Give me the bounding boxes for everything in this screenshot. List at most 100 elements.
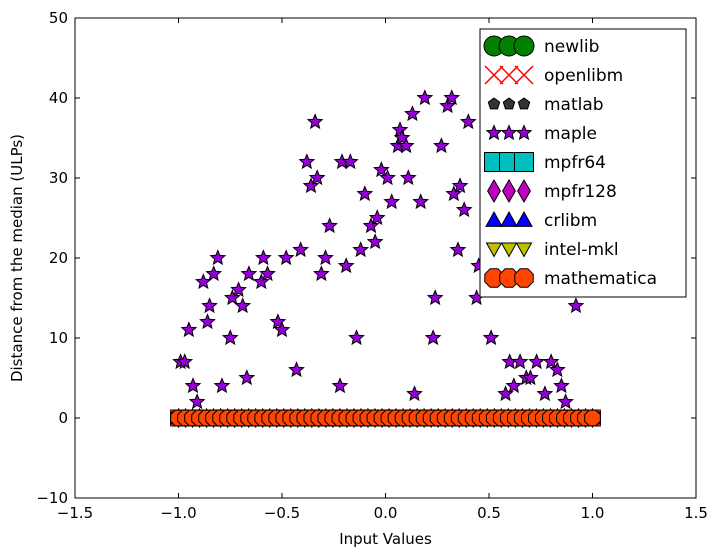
maple-series — [172, 89, 585, 410]
legend-matlab-marker — [517, 97, 531, 110]
legend-crlibm-marker — [500, 210, 518, 227]
maple-point — [433, 137, 450, 154]
maple-point — [372, 161, 390, 178]
maple-point — [352, 241, 370, 258]
maple-point — [205, 265, 223, 282]
maple-point — [505, 377, 523, 394]
maple-point — [223, 289, 241, 306]
maple-point — [312, 265, 330, 282]
maple-point — [443, 89, 461, 106]
legend-intel-mkl-marker — [485, 242, 503, 258]
legend-newlib-marker — [513, 35, 535, 57]
legend-intel-mkl-marker — [515, 242, 533, 258]
y-axis-label: Distance from the median (ULPs) — [8, 134, 26, 382]
maple-point — [439, 97, 456, 114]
maple-point — [399, 169, 417, 186]
maple-point — [255, 249, 272, 266]
legend-entry-mpfr128: mpfr128 — [487, 178, 617, 204]
maple-point — [252, 273, 270, 290]
maple-point — [240, 265, 258, 282]
maple-point — [445, 185, 463, 202]
legend-label-mpfr128: mpfr128 — [544, 182, 617, 202]
maple-point — [317, 249, 334, 266]
y-tick-label: 30 — [49, 169, 68, 187]
maple-point — [528, 353, 545, 370]
legend-matlab-marker — [487, 97, 501, 110]
x-tick-label: −1.5 — [57, 504, 93, 522]
maple-point — [451, 177, 469, 194]
x-tick-label: 1.5 — [684, 504, 708, 522]
legend: newlib openlibm matlab maple mpfr64 mpfr128 cr… — [479, 28, 687, 298]
maple-point — [449, 241, 467, 258]
y-tick-label: 50 — [49, 9, 68, 27]
maple-point — [567, 297, 585, 314]
maple-point — [391, 121, 409, 138]
maple-point — [337, 257, 355, 274]
legend-mpfr64-marker — [514, 152, 534, 172]
legend-mpfr128-marker — [487, 178, 501, 204]
maple-point — [542, 353, 560, 370]
legend-label-maple: maple — [544, 124, 597, 144]
maple-point — [511, 353, 529, 370]
legend-label-newlib: newlib — [544, 37, 599, 57]
y-tick-label: 0 — [58, 409, 68, 427]
maple-point — [298, 153, 316, 170]
maple-point — [368, 209, 386, 226]
legend-openlibm-marker — [484, 65, 504, 85]
maple-point — [230, 281, 247, 298]
legend-intel-mkl-marker — [500, 242, 518, 258]
mathematica-point — [584, 409, 601, 427]
maple-point — [553, 377, 570, 394]
legend-label-matlab: matlab — [544, 95, 604, 115]
maple-point — [194, 273, 212, 290]
maple-point — [308, 169, 326, 186]
legend-label-mathematica: mathematica — [544, 269, 657, 289]
maple-point — [306, 113, 324, 130]
legend-entry-intel-mkl: intel-mkl — [485, 240, 619, 260]
x-axis-label: Input Values — [339, 530, 432, 548]
legend-crlibm-marker — [515, 210, 533, 227]
legend-label-mpfr64: mpfr64 — [544, 153, 606, 173]
maple-point — [548, 361, 566, 378]
maple-point — [176, 353, 194, 370]
maple-point — [213, 377, 231, 394]
maple-point — [412, 193, 430, 210]
maple-point — [292, 241, 309, 258]
maple-point — [459, 113, 477, 130]
maple-point — [397, 137, 415, 154]
maple-point — [426, 289, 444, 306]
x-tick-label: 0.0 — [374, 504, 398, 522]
maple-point — [424, 329, 442, 346]
legend-maple-marker — [500, 124, 518, 141]
maple-point — [188, 393, 206, 410]
y-tick-label: −10 — [36, 489, 68, 507]
maple-point — [482, 329, 500, 346]
legend-entry-mathematica: mathematica — [484, 268, 657, 289]
legend-mpfr128-marker — [502, 178, 516, 204]
axis-ticks: −1.5 −1.0 −0.5 0.0 0.5 1.0 1.5 −10 0 10 20 30 40 50 — [36, 9, 708, 522]
maple-point — [180, 321, 198, 338]
legend-label-crlibm: crlibm — [544, 211, 597, 231]
maple-point — [404, 105, 421, 122]
maple-point — [379, 169, 396, 186]
maple-point — [383, 193, 401, 210]
maple-point — [522, 369, 539, 386]
maple-point — [455, 201, 473, 218]
y-tick-label: 10 — [49, 329, 68, 347]
x-tick-label: −0.5 — [264, 504, 300, 522]
maple-point — [348, 329, 365, 346]
legend-entry-openlibm: openlibm — [484, 65, 623, 86]
legend-entry-crlibm: crlibm — [485, 210, 597, 231]
legend-label-openlibm: openlibm — [544, 66, 623, 86]
legend-openlibm-marker — [514, 65, 534, 85]
maple-point — [184, 377, 202, 394]
legend-entry-maple: maple — [485, 124, 597, 144]
maple-point — [331, 377, 349, 394]
y-tick-label: 20 — [49, 249, 68, 267]
maple-point — [209, 249, 227, 266]
x-tick-label: −1.0 — [160, 504, 196, 522]
maple-point — [356, 185, 374, 202]
legend-matlab-marker — [502, 97, 516, 110]
maple-point — [416, 89, 434, 106]
legend-entry-newlib: newlib — [483, 35, 599, 57]
